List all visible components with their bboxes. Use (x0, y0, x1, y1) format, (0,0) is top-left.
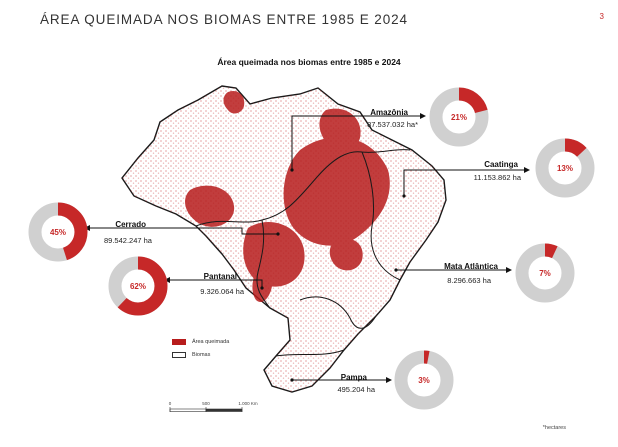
donut-caatinga: 13% (535, 138, 595, 198)
donut-pampa: 3% (394, 350, 454, 410)
legend-burned: Área queimada (172, 339, 229, 345)
donut-pantanal: 62% (108, 256, 168, 316)
donut-pampa-label: 3% (418, 376, 430, 385)
legend-biomes-swatch (172, 352, 186, 358)
donut-caatinga-label: 13% (557, 164, 573, 173)
legend-burned-label: Área queimada (192, 339, 230, 345)
biome-name-pampa: Pampa (340, 373, 367, 382)
page-number: 3 (599, 12, 604, 21)
scale-tick-500: 500 (202, 401, 210, 406)
donut-amazonia-label: 21% (451, 113, 467, 122)
scale-tick-0: 0 (169, 401, 172, 406)
scale-tick-1000: 1.000 Km (238, 401, 258, 406)
donut-cerrado: 45% (28, 202, 88, 262)
donut-amazonia-slice (429, 87, 489, 147)
callout-dots (260, 168, 406, 382)
biome-area-amazonia: 87.537.032 ha* (367, 120, 418, 129)
biome-boundaries (195, 149, 411, 357)
donut-cerrado-label: 45% (50, 228, 66, 237)
map-title: Área queimada nos biomas entre 1985 e 20… (217, 57, 401, 67)
biome-area-mata-atlantica: 8.296.663 ha (447, 276, 491, 285)
legend-burned-swatch (172, 339, 186, 345)
biome-name-cerrado: Cerrado (115, 220, 146, 229)
callout-lines (90, 115, 524, 381)
footnote: *hectares (542, 425, 566, 431)
donut-mata-atlantica-label: 7% (539, 269, 551, 278)
donut-pantanal-label: 62% (130, 282, 146, 291)
biome-area-pampa: 495.204 ha (337, 385, 375, 394)
scale-bar: 0 500 1.000 Km (169, 401, 258, 412)
biome-area-cerrado: 89.542.247 ha (104, 236, 152, 245)
legend-biomes: Biomas (172, 352, 210, 358)
biome-name-amazonia: Amazônia (370, 108, 408, 117)
donut-mata-atlantica-slice (515, 243, 575, 303)
biome-area-caatinga: 11.153.862 ha (473, 173, 521, 182)
biome-name-caatinga: Caatinga (484, 160, 518, 169)
donut-amazonia: 21% (429, 87, 489, 147)
legend-biomes-label: Biomas (192, 352, 211, 358)
donut-mata-atlantica: 7% (515, 243, 575, 303)
donut-cerrado-slice (28, 202, 88, 262)
biome-area-pantanal: 9.326.064 ha (200, 287, 244, 296)
donut-pantanal-slice (108, 256, 168, 316)
page-title: ÁREA QUEIMADA NOS BIOMAS ENTRE 1985 E 20… (40, 12, 408, 27)
donut-pampa-slice (394, 350, 454, 410)
biome-name-mata-atlantica: Mata Atlântica (444, 262, 498, 271)
burned-area-patches (185, 90, 390, 303)
callout-arrowheads (84, 113, 530, 383)
donut-caatinga-slice (535, 138, 595, 198)
biome-name-pantanal: Pantanal (203, 272, 237, 281)
